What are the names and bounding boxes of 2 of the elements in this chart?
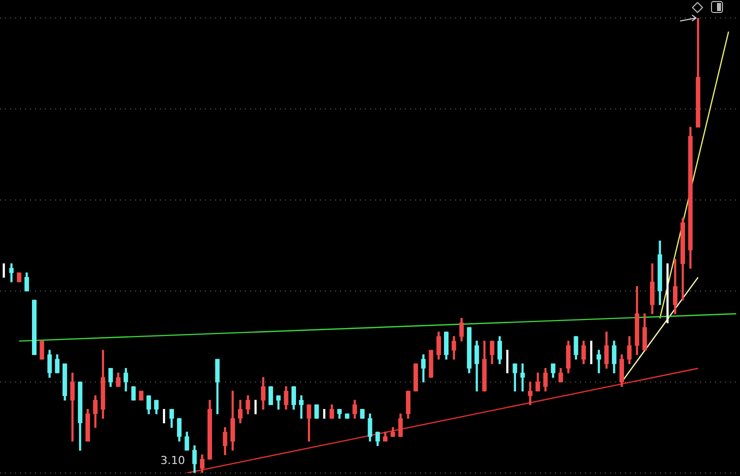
candlestick bbox=[528, 382, 533, 406]
annotation: 3.10 bbox=[160, 454, 186, 467]
